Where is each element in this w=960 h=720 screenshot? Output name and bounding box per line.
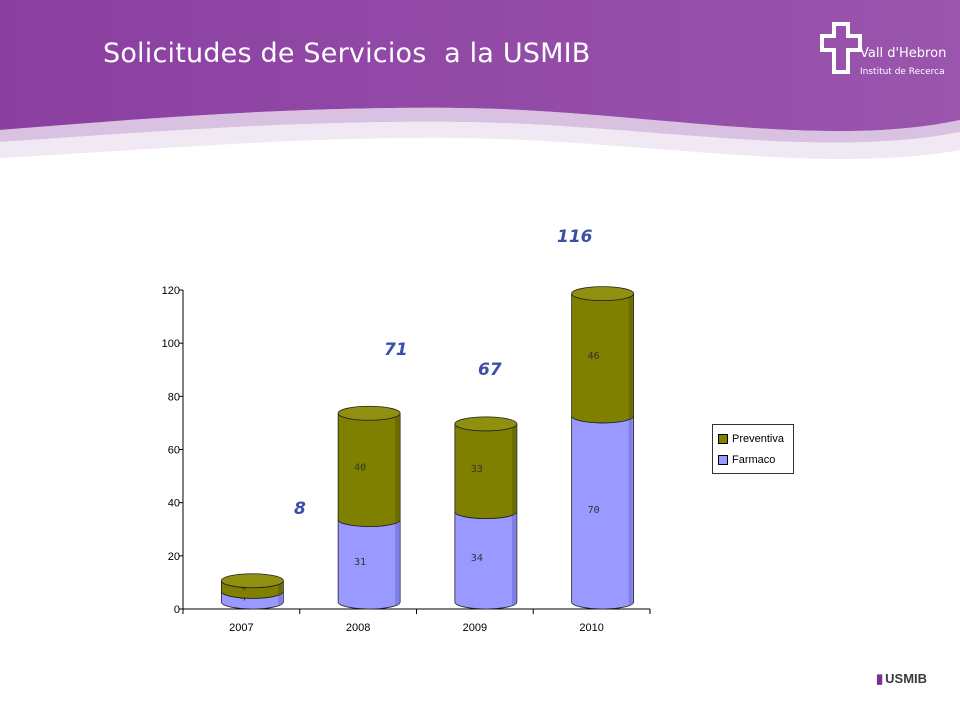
legend-item-farmaco: Farmaco: [718, 453, 775, 467]
usmib-badge: ▮ USMIB: [876, 671, 927, 687]
bar-top-cap: [220, 573, 284, 589]
total-label-2008: 71: [384, 340, 408, 360]
bar-top-cap: [571, 286, 635, 302]
logo-subtitle: Institut de Recerca: [860, 67, 945, 77]
legend-label-preventiva: Preventiva: [732, 433, 784, 445]
y-tick-label: 120: [162, 285, 180, 297]
data-label: 40: [354, 462, 366, 473]
x-tick-label: 2009: [463, 622, 487, 634]
bars-icon: ▮: [876, 671, 884, 686]
data-label: 33: [471, 464, 483, 475]
data-label: 70: [588, 505, 600, 516]
y-tick-label: 100: [162, 338, 180, 350]
bar-segment-preventiva-2010: [571, 293, 635, 424]
slide-title: Solicitudes de Servicios a la USMIB: [103, 38, 591, 69]
vall-hebron-logo: [820, 22, 862, 74]
y-tick-label: 40: [168, 498, 180, 510]
header-background: [0, 0, 960, 159]
legend-swatch-preventiva: [718, 434, 728, 444]
bar-segment-preventiva-2008: [337, 413, 401, 527]
legend-item-preventiva: Preventiva: [718, 432, 784, 446]
bar-top-cap: [454, 416, 518, 432]
y-tick-label: 80: [168, 391, 180, 403]
bar-top-cap: [337, 405, 401, 421]
x-tick-label: 2010: [579, 622, 603, 634]
total-label-2009: 67: [478, 360, 502, 380]
bar-segment-farmaco-2010: [571, 415, 635, 610]
total-label-2010: 116: [557, 227, 593, 247]
y-tick-label: 20: [168, 551, 180, 563]
usmib-badge-label: USMIB: [885, 671, 928, 686]
data-label: 31: [354, 557, 366, 568]
x-tick-label: 2007: [229, 622, 253, 634]
legend-swatch-farmaco: [718, 455, 728, 465]
x-tick-label: 2008: [346, 622, 370, 634]
logo-name: Vall d'Hebron: [860, 46, 947, 61]
bar-segment-farmaco-2008: [337, 519, 401, 610]
cross-icon: [820, 22, 862, 74]
y-tick-label: 0: [174, 604, 180, 616]
y-tick-label: 60: [168, 445, 180, 457]
legend-label-farmaco: Farmaco: [732, 454, 776, 466]
total-label-2007: 8: [294, 499, 306, 519]
chart-legend: Preventiva Farmaco: [712, 424, 794, 474]
data-label: 34: [471, 553, 483, 564]
bar-segment-preventiva-2009: [454, 423, 518, 519]
bar-segment-farmaco-2009: [454, 511, 518, 610]
data-label: 46: [588, 351, 600, 362]
